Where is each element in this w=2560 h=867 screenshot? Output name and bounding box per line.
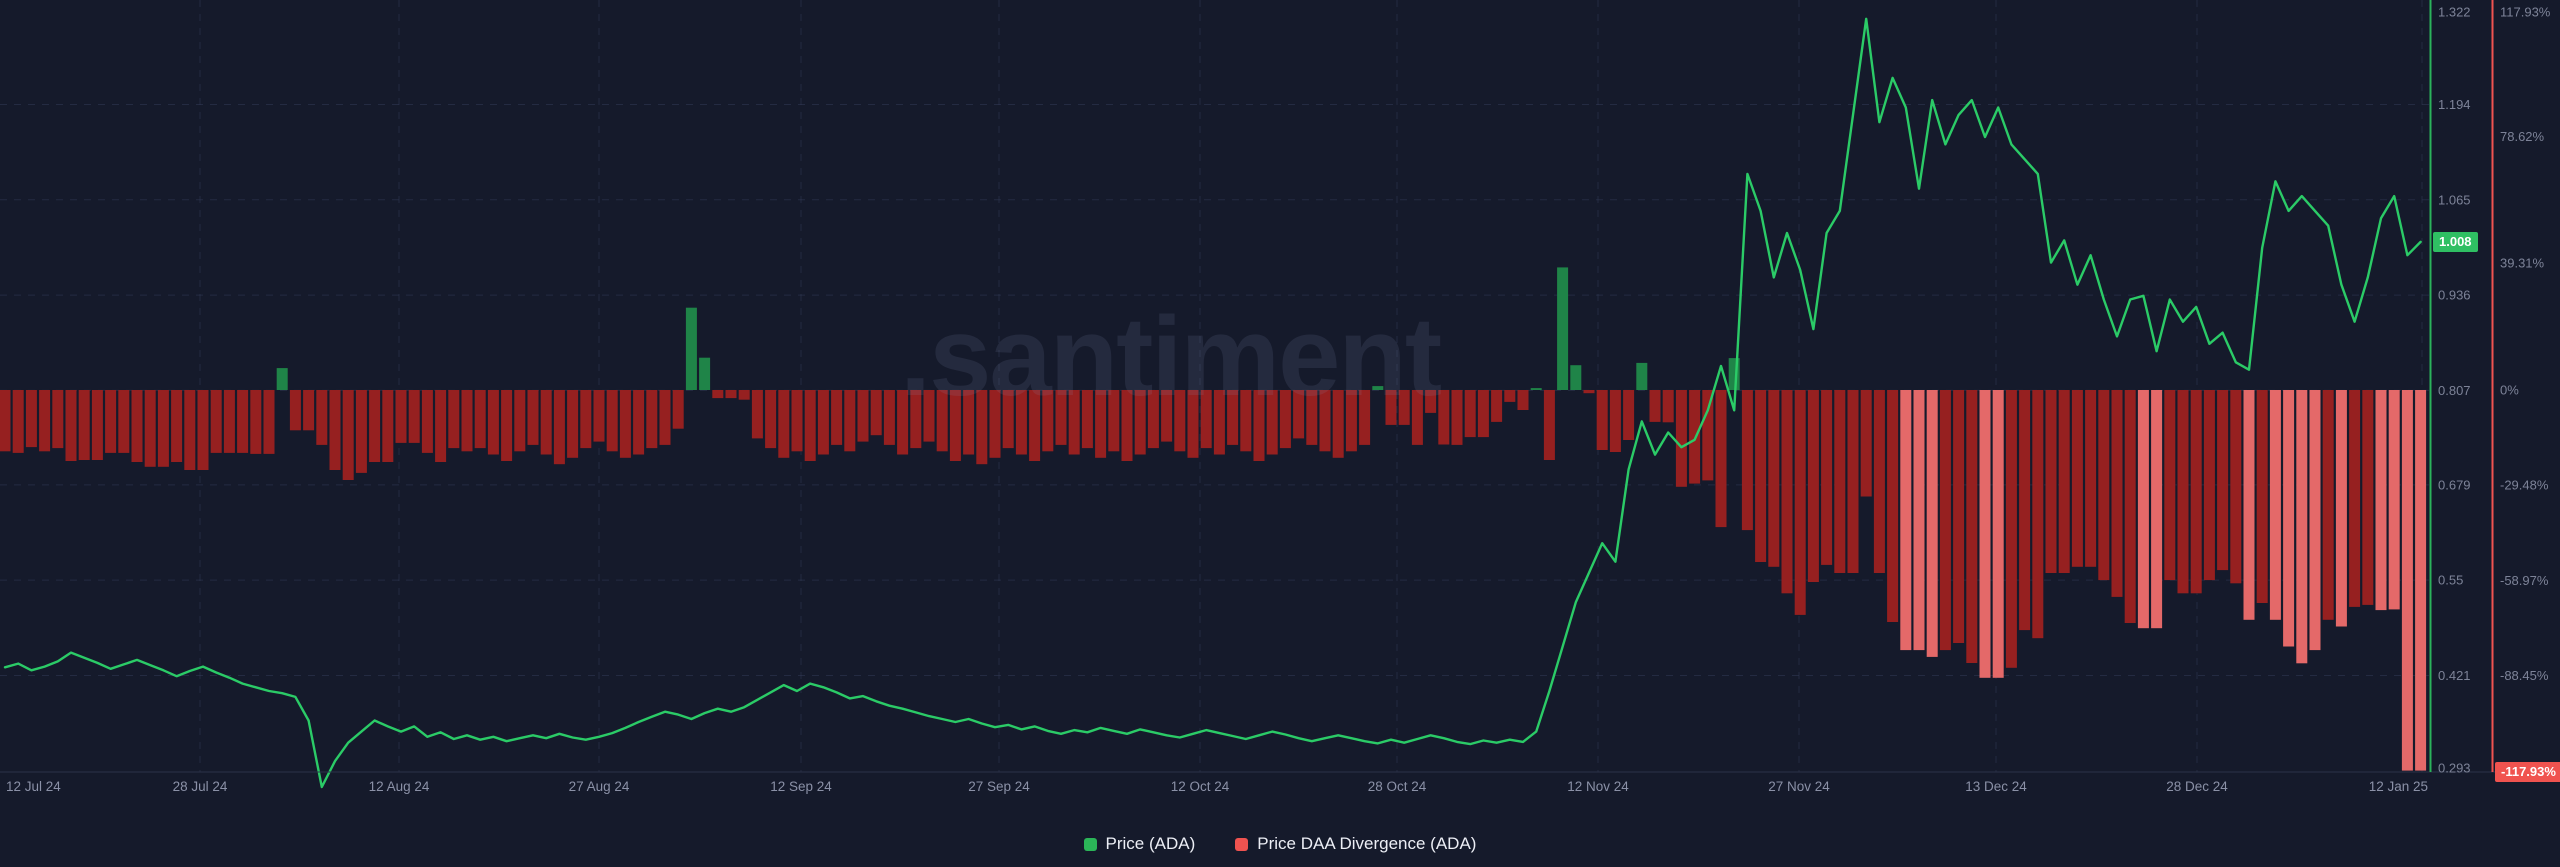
svg-text:39.31%: 39.31% [2500,256,2545,271]
svg-text:12 Jan 25: 12 Jan 25 [2369,779,2428,794]
svg-text:12 Nov 24: 12 Nov 24 [1567,779,1629,794]
svg-text:78.62%: 78.62% [2500,129,2545,144]
svg-text:0%: 0% [2500,383,2519,398]
svg-text:0.936: 0.936 [2438,288,2471,303]
svg-text:117.93%: 117.93% [2500,5,2551,20]
svg-text:0.55: 0.55 [2438,573,2463,588]
price-series-swatch-icon [1083,837,1097,851]
legend-label-divergence: Price DAA Divergence (ADA) [1257,834,1477,853]
svg-text:0.807: 0.807 [2438,383,2471,398]
svg-text:0.293: 0.293 [2438,761,2471,776]
svg-text:-29.48%: -29.48% [2500,478,2549,493]
svg-text:27 Aug 24: 27 Aug 24 [569,779,630,794]
svg-text:12 Sep 24: 12 Sep 24 [770,779,832,794]
svg-text:13 Dec 24: 13 Dec 24 [1965,779,2027,794]
svg-text:1.194: 1.194 [2438,97,2471,112]
svg-text:-88.45%: -88.45% [2500,668,2549,683]
svg-text:12 Jul 24: 12 Jul 24 [6,779,61,794]
price-last-badge: 1.008 [2433,232,2478,252]
svg-text:12 Oct 24: 12 Oct 24 [1171,779,1230,794]
svg-text:0.679: 0.679 [2438,477,2471,492]
svg-text:1.322: 1.322 [2438,5,2471,20]
svg-text:28 Jul 24: 28 Jul 24 [173,779,228,794]
legend: Price (ADA) Price DAA Divergence (ADA) [0,834,2560,854]
svg-text:27 Sep 24: 27 Sep 24 [968,779,1030,794]
legend-label-price: Price (ADA) [1105,834,1196,853]
legend-item-price[interactable]: Price (ADA) [1083,834,1196,854]
divergence-series-swatch-icon [1235,837,1249,851]
svg-text:1.065: 1.065 [2438,192,2471,207]
svg-text:-58.97%: -58.97% [2500,573,2549,588]
svg-text:12 Aug 24: 12 Aug 24 [369,779,430,794]
svg-text:28 Oct 24: 28 Oct 24 [1368,779,1427,794]
legend-item-divergence[interactable]: Price DAA Divergence (ADA) [1235,834,1476,854]
percent-last-badge: -117.93% [2495,762,2560,782]
svg-text:0.421: 0.421 [2438,668,2471,683]
svg-text:28 Dec 24: 28 Dec 24 [2166,779,2228,794]
svg-text:27 Nov 24: 27 Nov 24 [1768,779,1830,794]
